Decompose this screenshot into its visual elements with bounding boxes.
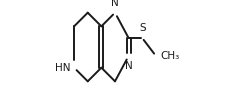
- Text: N: N: [111, 0, 118, 8]
- Text: HN: HN: [55, 63, 70, 73]
- Text: S: S: [138, 23, 145, 33]
- Text: CH₃: CH₃: [159, 51, 179, 61]
- Text: N: N: [124, 61, 132, 71]
